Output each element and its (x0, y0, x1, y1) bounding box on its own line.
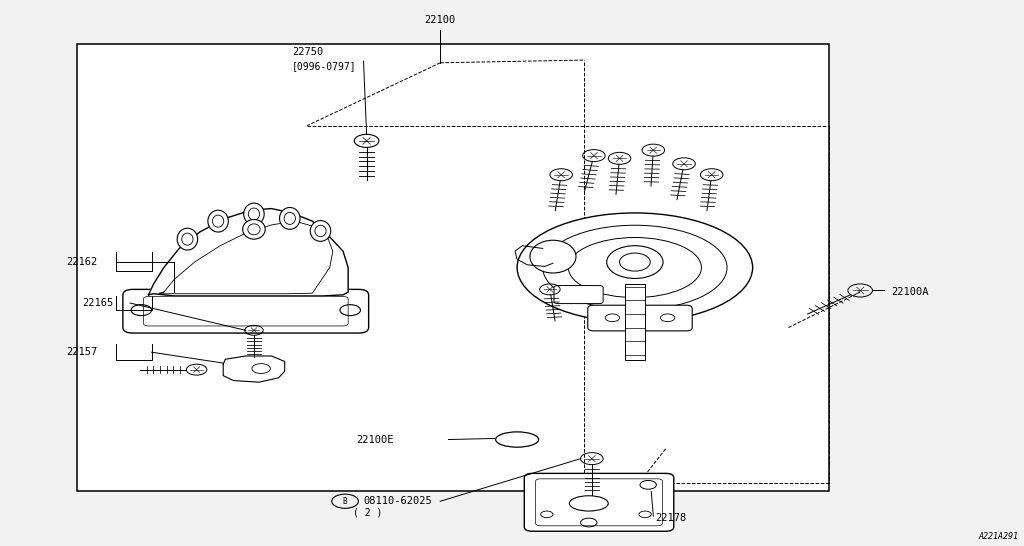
Ellipse shape (496, 432, 539, 447)
Polygon shape (148, 209, 348, 296)
Ellipse shape (182, 233, 193, 245)
Ellipse shape (315, 225, 326, 236)
FancyBboxPatch shape (536, 479, 663, 526)
Bar (77, 44, 829, 491)
Text: 22750: 22750 (292, 48, 324, 57)
Text: 08110-62025: 08110-62025 (364, 496, 432, 506)
Text: 22157: 22157 (67, 347, 98, 357)
Polygon shape (159, 221, 333, 294)
Ellipse shape (530, 240, 575, 273)
Ellipse shape (243, 219, 265, 239)
Ellipse shape (568, 238, 701, 298)
Ellipse shape (310, 221, 331, 241)
Ellipse shape (248, 224, 260, 235)
Ellipse shape (208, 210, 228, 232)
Text: 22178: 22178 (655, 513, 687, 523)
Text: B: B (343, 497, 347, 506)
FancyBboxPatch shape (588, 305, 692, 331)
Ellipse shape (620, 253, 650, 271)
FancyBboxPatch shape (143, 296, 348, 326)
Ellipse shape (606, 246, 664, 278)
Text: 22162: 22162 (67, 257, 98, 267)
Ellipse shape (280, 207, 300, 229)
Bar (625, 284, 645, 360)
Text: A221A291: A221A291 (979, 532, 1019, 541)
Text: 22100E: 22100E (356, 435, 394, 444)
Ellipse shape (569, 496, 608, 511)
Text: 22100: 22100 (425, 15, 456, 25)
Text: ( 2 ): ( 2 ) (353, 507, 383, 517)
FancyBboxPatch shape (524, 473, 674, 531)
FancyBboxPatch shape (123, 289, 369, 333)
Text: 22165: 22165 (82, 298, 114, 308)
Ellipse shape (517, 213, 753, 322)
Text: 22100A: 22100A (891, 287, 929, 297)
Ellipse shape (284, 212, 295, 224)
Text: [0996-0797]: [0996-0797] (292, 61, 356, 71)
Ellipse shape (244, 203, 264, 225)
Polygon shape (223, 356, 285, 382)
Ellipse shape (177, 228, 198, 250)
Ellipse shape (248, 208, 260, 220)
Ellipse shape (543, 225, 727, 310)
FancyBboxPatch shape (554, 286, 603, 304)
Ellipse shape (213, 215, 223, 227)
